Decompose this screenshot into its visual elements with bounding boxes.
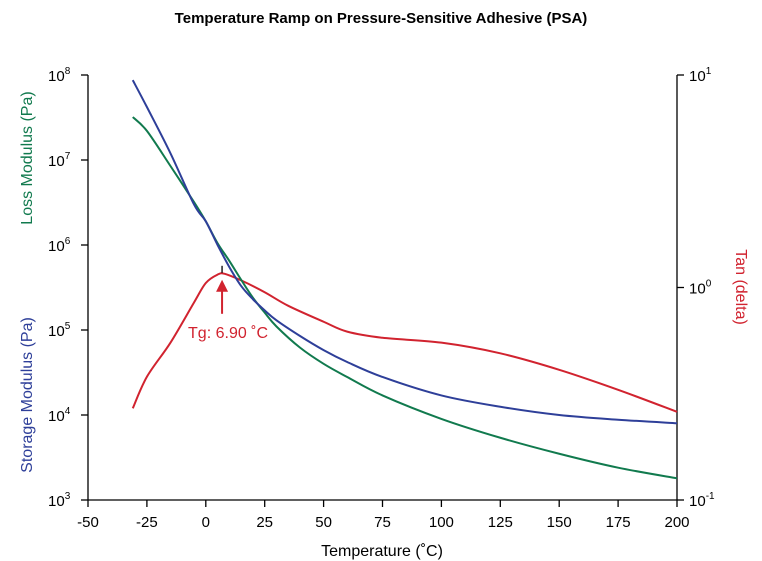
left-tick-label: 108 [48,66,71,85]
x-tick-label: 150 [547,514,572,531]
tg-arrow-head [216,279,229,292]
left-tick-label: 104 [48,406,71,425]
x-tick-label: 125 [488,514,513,531]
x-axis-label: Temperature (˚C) [321,543,443,560]
storage-modulus-axis-label: Storage Modulus (Pa) [19,317,36,473]
x-tick-label: 175 [606,514,631,531]
left-tick-label: 107 [48,151,71,170]
left-axis-ticks: 103 104 105 106 107 108 [48,66,88,510]
series-layer [131,79,678,480]
right-tick-label: 101 [689,66,712,85]
x-axis-ticks: -50 -25 0 25 50 75 100 125 150 175 200 [77,500,690,531]
x-tick-label: 100 [429,514,454,531]
chart-title: Temperature Ramp on Pressure-Sensitive A… [175,10,588,27]
x-tick-label: 200 [664,514,689,531]
x-tick-label: 75 [374,514,391,531]
plot-frame [87,75,678,501]
right-axis-ticks: 10-1 100 101 [677,66,715,510]
right-tick-label: 10-1 [689,491,715,510]
left-tick-label: 103 [48,491,71,510]
x-tick-label: -50 [77,514,99,531]
x-tick-label: -25 [136,514,158,531]
x-tick-label: 25 [256,514,273,531]
right-tick-label: 100 [689,279,712,298]
tan-delta-line [131,272,678,413]
tg-marker: Tg: 6.90 ˚C [188,265,268,342]
left-tick-label: 106 [48,236,71,255]
loss-modulus-axis-label: Loss Modulus (Pa) [19,91,36,224]
tg-annotation: Tg: 6.90 ˚C [188,325,268,342]
storage-modulus-line [131,79,678,425]
loss-modulus-line [132,116,678,480]
x-tick-label: 0 [202,514,210,531]
tan-delta-axis-label: Tan (delta) [732,249,749,325]
x-tick-label: 50 [315,514,332,531]
left-tick-label: 105 [48,321,71,340]
